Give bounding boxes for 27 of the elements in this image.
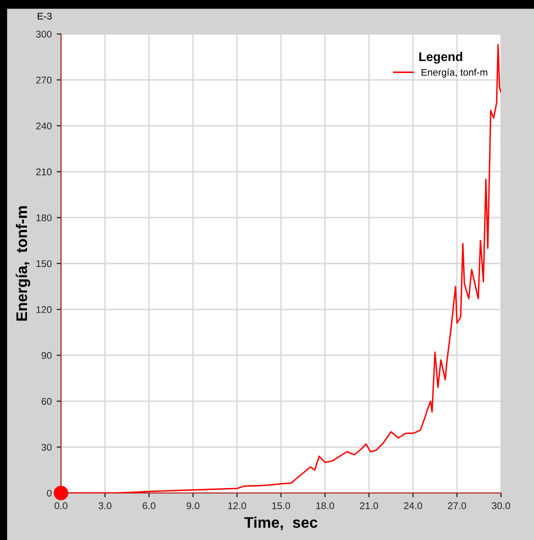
y-tick-label: 270 <box>36 76 52 84</box>
x-tick-label: 27.0 <box>448 502 466 510</box>
x-tick-label: 6.0 <box>142 502 156 510</box>
x-tick-label: 9.0 <box>186 502 200 510</box>
x-tick-label: 21.0 <box>360 502 378 510</box>
y-tick-label: 300 <box>36 30 52 38</box>
y-tick-label: 60 <box>42 398 52 405</box>
x-tick-label: 3.0 <box>98 502 112 510</box>
y-tick-label: 120 <box>36 306 52 314</box>
y-tick-label: 30 <box>42 444 52 451</box>
x-tick-label: 0.0 <box>54 502 68 510</box>
legend-label: Energía, tonf-m <box>422 68 488 78</box>
y-tick-label: 180 <box>36 214 52 222</box>
y-tick-label: 210 <box>36 168 52 176</box>
x-axis-title: Time, sec <box>244 516 318 530</box>
x-tick-label: 12.0 <box>228 502 246 510</box>
y-axis-title: Energía, tonf-m <box>16 206 30 321</box>
legend-title: Legend <box>419 52 462 64</box>
y-tick-label: 150 <box>36 260 52 268</box>
y-tick-label: 0 <box>46 490 52 497</box>
x-tick-label: 18.0 <box>316 502 334 510</box>
y-tick-label: 90 <box>42 352 52 359</box>
x-tick-label: 30.0 <box>492 502 510 510</box>
x-tick-label: 24.0 <box>404 502 422 510</box>
y-tick-label: 240 <box>36 122 52 130</box>
text: E-3 <box>38 12 52 20</box>
x-tick-label: 15.0 <box>272 502 290 510</box>
